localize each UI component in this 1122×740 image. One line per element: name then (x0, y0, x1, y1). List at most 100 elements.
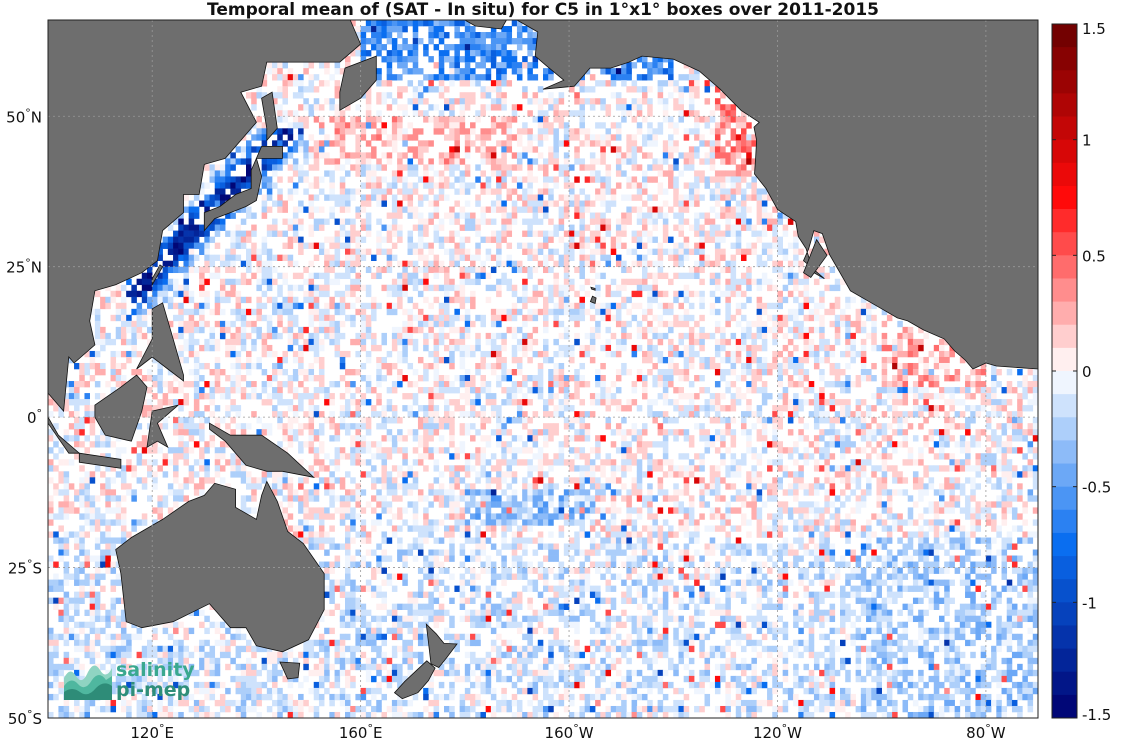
anomaly-cell (767, 314, 773, 322)
anomaly-cell (652, 284, 658, 292)
anomaly-cell (527, 242, 533, 249)
anomaly-cell (636, 212, 643, 219)
anomaly-cell (308, 423, 315, 430)
anomaly-cell (376, 230, 382, 237)
anomaly-cell (516, 44, 523, 51)
anomaly-cell (767, 278, 773, 286)
anomaly-cell (428, 393, 434, 400)
anomaly-cell (860, 375, 867, 382)
anomaly-cell (376, 356, 382, 364)
anomaly-cell (714, 326, 721, 334)
anomaly-cell (360, 320, 367, 328)
anomaly-cell (709, 152, 716, 159)
anomaly-cell (615, 369, 622, 376)
anomaly-cell (391, 134, 398, 141)
anomaly-cell (595, 332, 601, 340)
anomaly-cell (589, 164, 596, 171)
anomaly-cell (136, 332, 143, 340)
anomaly-cell (793, 369, 799, 376)
anomaly-cell (485, 362, 492, 370)
anomaly-cell (746, 242, 752, 249)
anomaly-cell (266, 182, 273, 189)
anomaly-cell (725, 356, 731, 364)
anomaly-cell (376, 74, 382, 81)
anomaly-cell (266, 62, 273, 69)
anomaly-cell (407, 194, 414, 201)
anomaly-cell (928, 405, 935, 412)
anomaly-cell (897, 423, 903, 430)
anomaly-cell (381, 411, 387, 418)
anomaly-cell (188, 212, 195, 219)
anomaly-cell (193, 326, 200, 334)
anomaly-cell (516, 134, 523, 141)
anomaly-cell (428, 86, 434, 93)
anomaly-cell (204, 381, 210, 388)
anomaly-cell (876, 344, 882, 352)
anomaly-cell (511, 56, 518, 63)
anomaly-cell (355, 188, 361, 195)
anomaly-cell (563, 242, 570, 249)
anomaly-cell (501, 44, 507, 51)
anomaly-cell (282, 62, 288, 69)
anomaly-cell (397, 260, 403, 268)
anomaly-cell (167, 381, 174, 388)
anomaly-cell (329, 116, 335, 123)
anomaly-cell (308, 417, 315, 424)
anomaly-cell (506, 146, 513, 153)
anomaly-cell (871, 338, 877, 346)
anomaly-cell (433, 254, 440, 261)
anomaly-cell (287, 375, 294, 382)
anomaly-cell (501, 182, 507, 189)
anomaly-cell (746, 296, 752, 304)
anomaly-cell (579, 86, 585, 93)
anomaly-cell (610, 146, 617, 153)
anomaly-cell (694, 375, 700, 382)
anomaly-cell (845, 350, 851, 358)
anomaly-cell (589, 302, 596, 310)
anomaly-cell (589, 158, 596, 165)
anomaly-cell (543, 212, 549, 219)
anomaly-cell (610, 248, 617, 255)
anomaly-cell (532, 441, 539, 448)
anomaly-cell (668, 116, 674, 123)
anomaly-cell (824, 381, 830, 388)
anomaly-cell (631, 62, 638, 69)
anomaly-cell (548, 74, 554, 81)
anomaly-cell (657, 212, 664, 219)
anomaly-cell (751, 344, 757, 352)
anomaly-cell (892, 344, 898, 352)
anomaly-cell (579, 266, 585, 274)
anomaly-cell (787, 429, 794, 436)
anomaly-cell (428, 284, 434, 292)
anomaly-cell (105, 302, 111, 310)
anomaly-cell (444, 158, 450, 165)
anomaly-cell (714, 200, 721, 207)
anomaly-cell (767, 362, 773, 370)
anomaly-cell (454, 314, 460, 322)
anomaly-cell (298, 200, 304, 207)
anomaly-cell (272, 158, 278, 165)
anomaly-cell (522, 284, 528, 292)
anomaly-cell (548, 266, 554, 274)
anomaly-cell (417, 194, 424, 201)
anomaly-cell (381, 356, 387, 364)
anomaly-cell (527, 194, 533, 201)
anomaly-cell (94, 362, 101, 370)
anomaly-cell (266, 68, 273, 75)
anomaly-cell (621, 296, 627, 304)
anomaly-cell (553, 272, 559, 280)
anomaly-cell (449, 134, 455, 141)
anomaly-cell (527, 399, 533, 406)
anomaly-cell (897, 350, 903, 358)
anomaly-cell (490, 50, 497, 57)
anomaly-cell (574, 242, 580, 249)
anomaly-cell (433, 411, 440, 418)
anomaly-cell (464, 326, 471, 334)
anomaly-cell (449, 296, 455, 304)
anomaly-cell (553, 362, 559, 370)
anomaly-cell (318, 224, 325, 231)
anomaly-cell (569, 200, 575, 207)
anomaly-cell (423, 266, 429, 274)
anomaly-cell (709, 260, 716, 268)
anomaly-cell (615, 128, 622, 135)
